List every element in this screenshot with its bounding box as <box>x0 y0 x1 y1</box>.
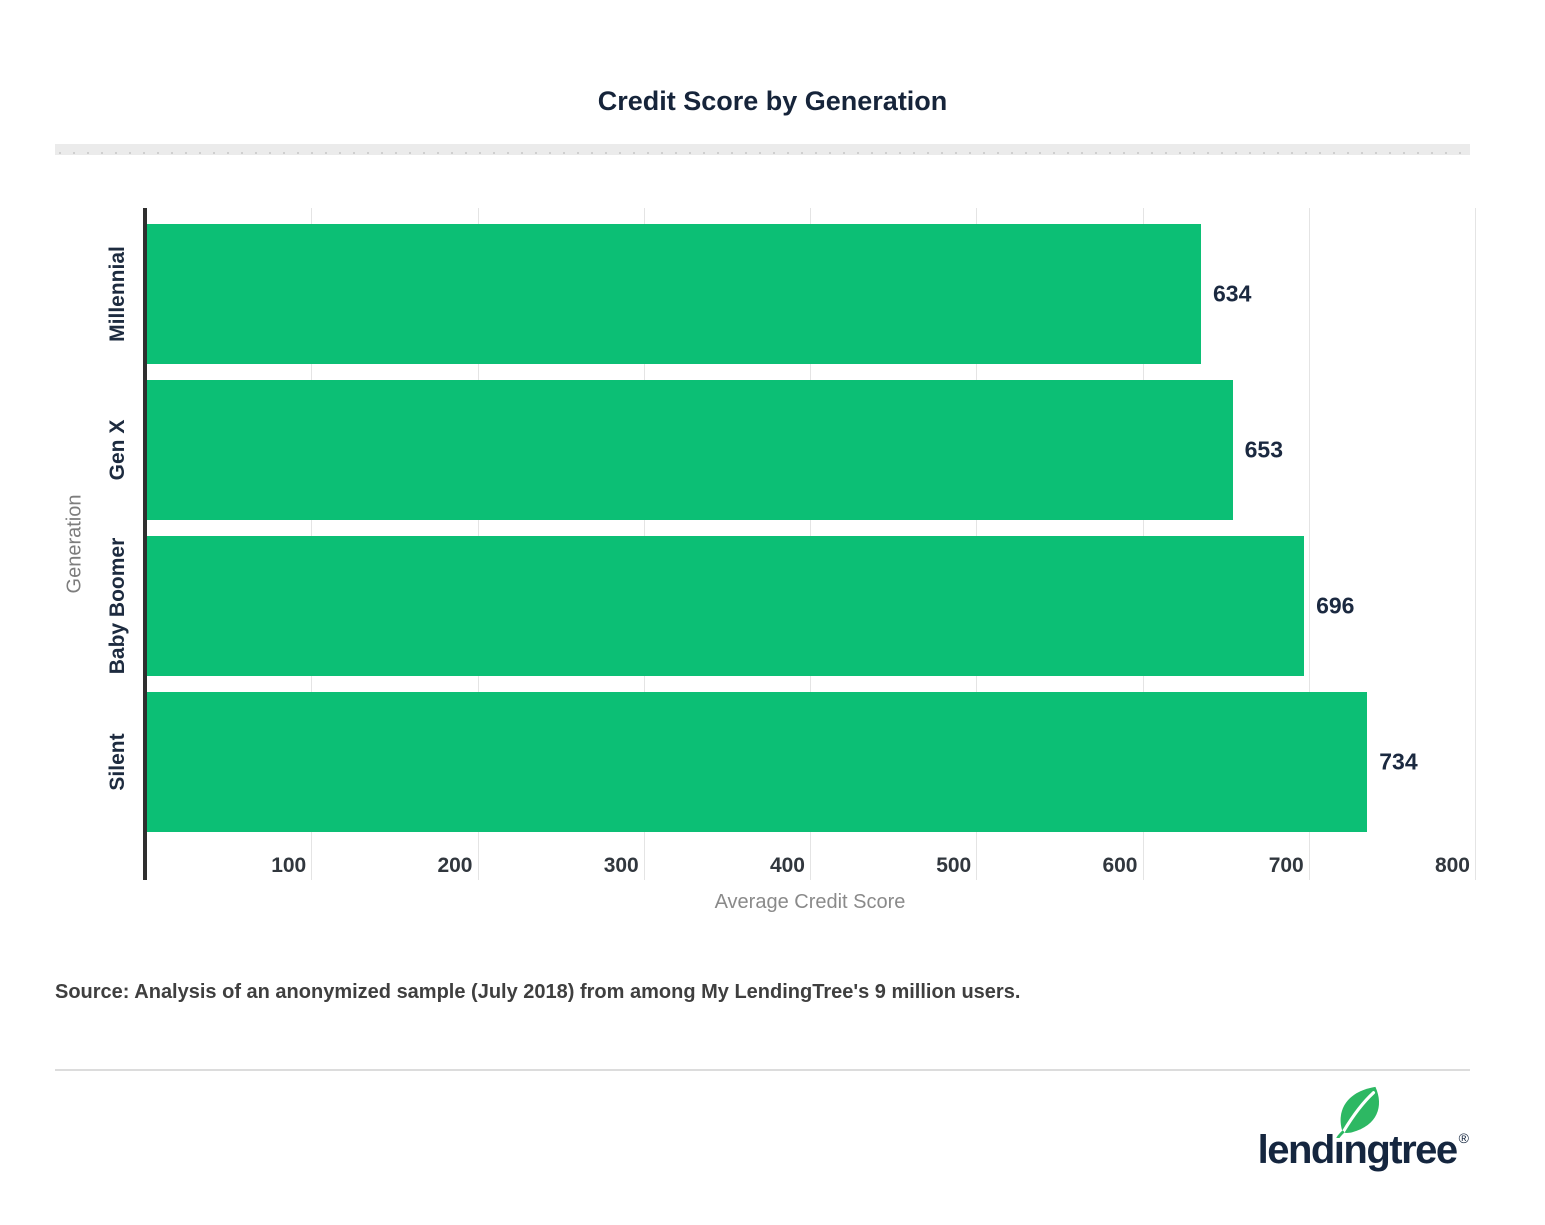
x-axis-title: Average Credit Score <box>714 891 906 913</box>
gridline-700 <box>1308 208 1310 880</box>
gridline-800 <box>1475 208 1476 880</box>
footer-divider <box>55 1069 1470 1071</box>
bar-value-label: 653 <box>1244 436 1283 463</box>
x-tick-label-600: 600 <box>1102 854 1138 877</box>
bar-value-label: 734 <box>1379 748 1418 775</box>
title-divider-bar <box>55 144 1470 155</box>
x-tick-label-800: 800 <box>1434 854 1470 877</box>
x-tick-label-400: 400 <box>769 854 805 877</box>
bar-baby-boomer <box>147 536 1305 676</box>
y-axis-line <box>143 208 147 880</box>
leaf-vein <box>1341 1091 1375 1133</box>
bar-millennial <box>147 224 1202 364</box>
logo-wordmark: lendıngtree <box>1257 1128 1459 1172</box>
chart-title: Credit Score by Generation <box>597 86 948 116</box>
y-category-label: Millennial <box>106 246 129 342</box>
y-axis-title: Generation <box>63 494 86 594</box>
plot-area: 100 200 300 400 500 600 700 800 634 653 696 734 <box>143 208 1476 880</box>
source-note: Source: Analysis of an anonymized sample… <box>55 981 1021 1003</box>
bar-silent <box>147 692 1368 832</box>
bar-value-label: 634 <box>1213 280 1252 307</box>
x-tick-label-100: 100 <box>271 854 307 877</box>
bar-value-label: 696 <box>1316 592 1355 619</box>
x-tick-label-500: 500 <box>936 854 972 877</box>
dotted-texture <box>59 152 1470 154</box>
leaf-stem <box>1335 1130 1344 1138</box>
x-tick-label-300: 300 <box>603 854 639 877</box>
leaf-icon <box>1335 1086 1379 1138</box>
x-tick-label-700: 700 <box>1268 854 1304 877</box>
x-tick-label-200: 200 <box>437 854 473 877</box>
lendingtree-logo: lendıngtree ® <box>1257 1086 1469 1172</box>
y-category-label: Gen X <box>106 419 129 481</box>
y-category-label: Baby Boomer <box>106 537 129 675</box>
registered-trademark: ® <box>1458 1130 1469 1146</box>
bar-gen-x <box>147 380 1233 520</box>
y-category-label: Silent <box>106 733 129 791</box>
